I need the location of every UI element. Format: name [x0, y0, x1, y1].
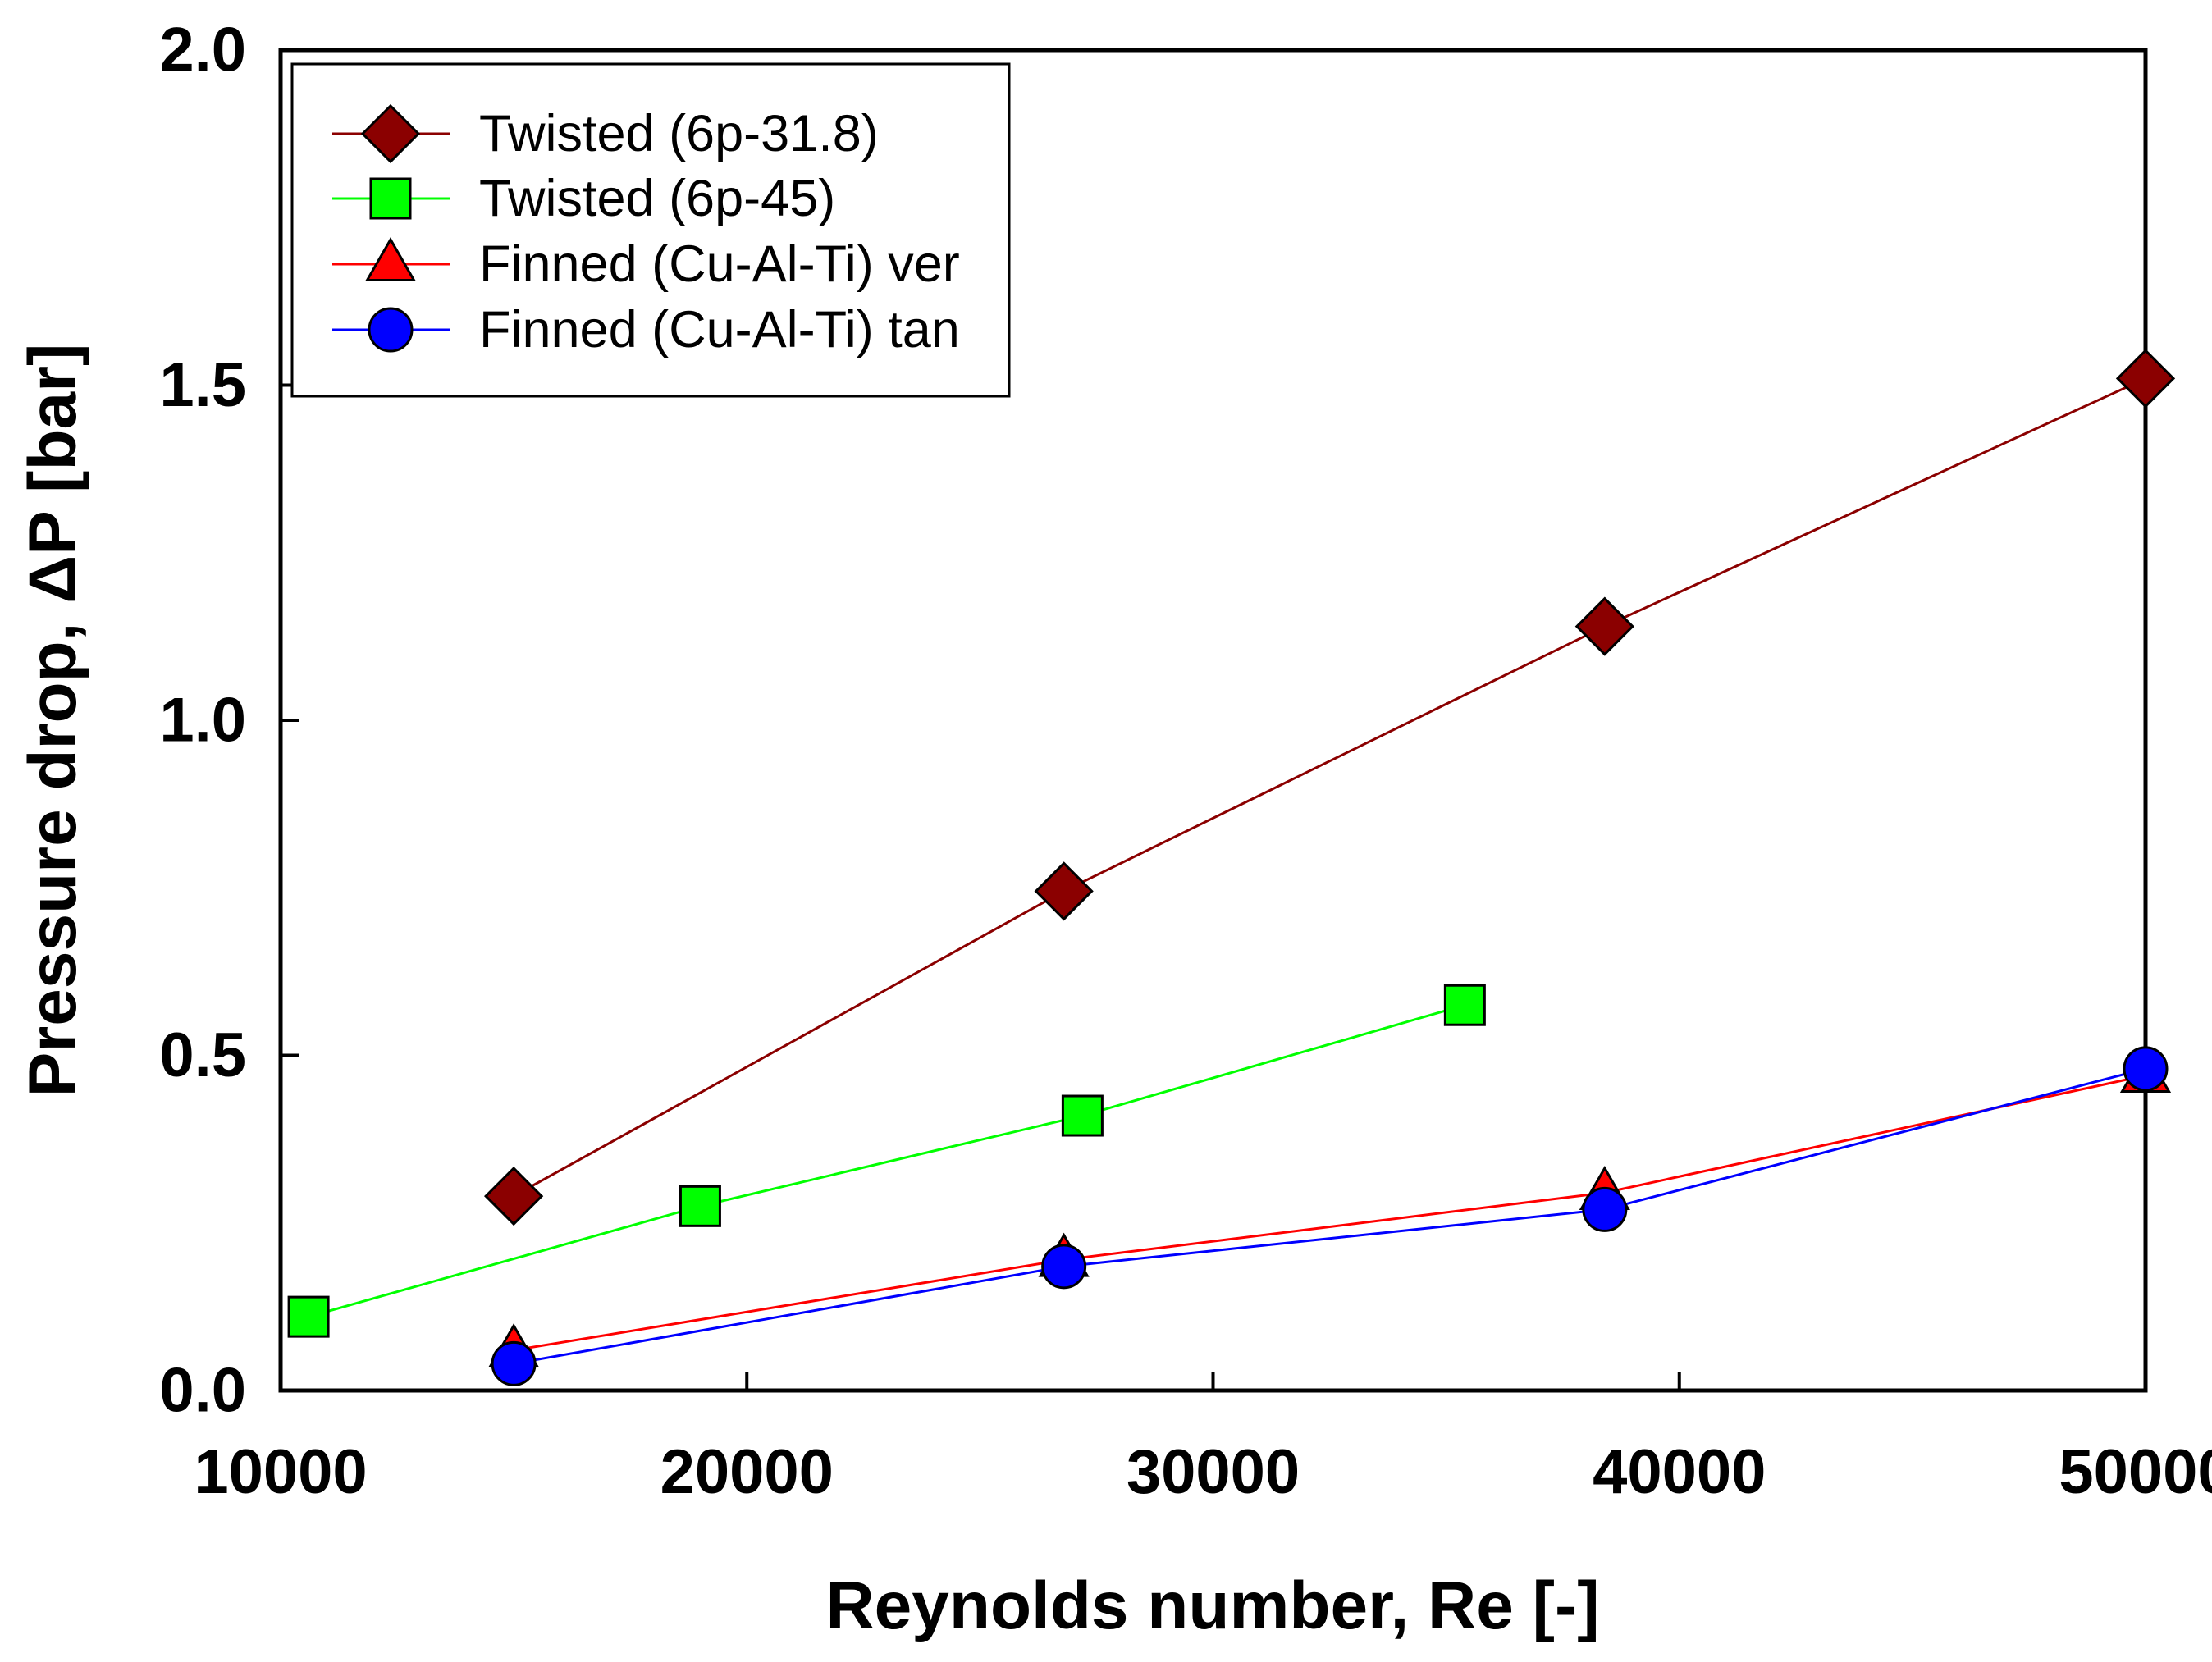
data-point-series-0 — [2115, 349, 2176, 409]
data-point-series-1 — [1061, 1094, 1104, 1137]
x-tick-label: 20000 — [660, 1437, 834, 1507]
y-axis-title: Pressure drop, ΔP [bar] — [16, 344, 90, 1098]
series-line-2 — [513, 1074, 2146, 1352]
x-axis-title: Reynolds number, Re [-] — [825, 1568, 1599, 1643]
legend-marker-square — [369, 177, 412, 220]
y-tick-label: 2.0 — [159, 16, 246, 85]
data-point-series-3 — [2123, 1046, 2169, 1092]
legend-marker-triangle — [364, 236, 417, 281]
legend-entry-label: Twisted (6p-45) — [479, 170, 835, 227]
x-tick-label: 30000 — [1127, 1437, 1300, 1507]
series-line-3 — [513, 1067, 2146, 1365]
data-point-series-1 — [1443, 984, 1486, 1026]
y-tick-label: 1.0 — [159, 686, 246, 756]
legend-box — [290, 62, 1011, 398]
y-tick-label: 0.0 — [159, 1356, 246, 1426]
y-tick-label: 0.5 — [159, 1020, 246, 1090]
series-line-1 — [308, 1003, 1465, 1318]
series-lines — [308, 377, 2146, 1365]
data-point-series-3 — [1582, 1186, 1628, 1232]
data-point-series-0 — [1034, 861, 1094, 921]
legend: Twisted (6p-31.8) Twisted (6p-45) Finned (… — [290, 62, 1011, 398]
y-tick-label: 1.5 — [159, 350, 246, 420]
y-axis: 0.0 0.5 1.0 1.5 2.0 — [159, 16, 299, 1426]
legend-entry-label: Finned (Cu-Al-Ti) tan — [479, 301, 960, 358]
data-point-series-1 — [287, 1295, 330, 1338]
series-markers — [287, 349, 2176, 1386]
data-point-series-0 — [1574, 596, 1634, 656]
data-point-series-3 — [491, 1340, 537, 1386]
x-tick-label: 10000 — [194, 1437, 367, 1507]
data-point-series-1 — [679, 1185, 721, 1227]
legend-entry-label: Twisted (6p-31.8) — [479, 105, 879, 162]
legend-marker-diamond — [360, 103, 421, 164]
data-point-series-3 — [1041, 1244, 1087, 1290]
legend-marker-circle — [368, 307, 414, 353]
x-tick-label: 40000 — [1593, 1437, 1766, 1507]
series-line-0 — [513, 377, 2146, 1198]
legend-entry-label: Finned (Cu-Al-Ti) ver — [479, 235, 960, 293]
data-point-series-0 — [484, 1166, 544, 1226]
